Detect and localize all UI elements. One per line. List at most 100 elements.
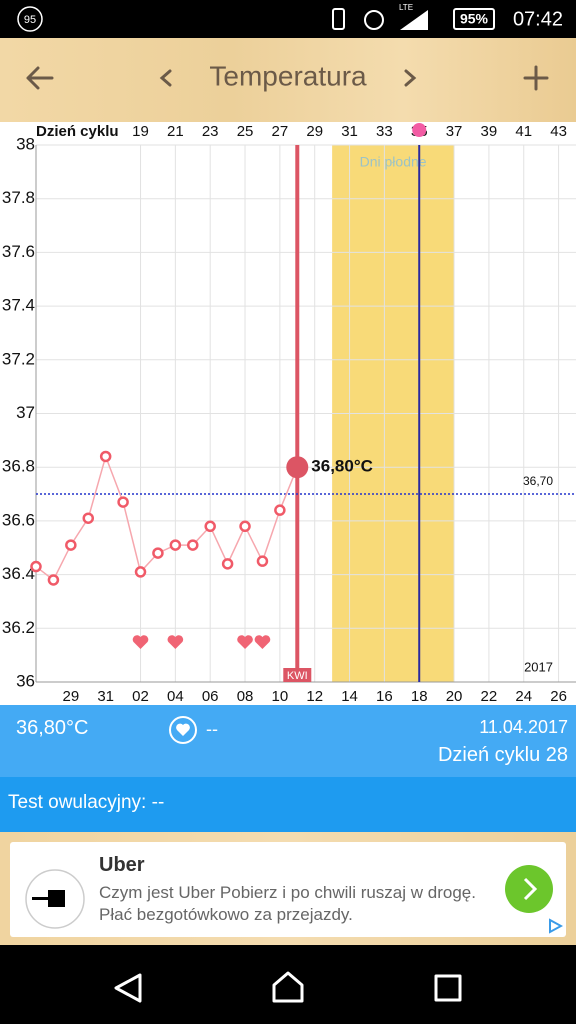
current-point bbox=[286, 456, 309, 479]
battery-icon bbox=[453, 8, 495, 30]
date-tick-label: 24 bbox=[515, 688, 532, 705]
clock: 07:42 bbox=[513, 8, 563, 30]
nav-icons bbox=[114, 971, 462, 1003]
data-point bbox=[256, 555, 269, 567]
data-point bbox=[152, 547, 164, 559]
x-tick-label: 25 bbox=[237, 123, 254, 140]
ad-area: Uber Czym jest Uber Pobierz i po chwili … bbox=[0, 832, 576, 945]
date-tick-label: 18 bbox=[411, 688, 428, 705]
date-tick-label: 10 bbox=[272, 688, 289, 705]
nav-home[interactable] bbox=[272, 971, 304, 1003]
x-tick-label: 21 bbox=[167, 123, 184, 140]
vibrate-icon bbox=[332, 8, 345, 30]
date-tick-label: 22 bbox=[481, 688, 498, 705]
notification-count: 95 bbox=[24, 14, 36, 26]
toolbar: Temperatura bbox=[0, 38, 576, 122]
heart bbox=[167, 635, 184, 649]
data-point bbox=[47, 574, 60, 586]
nav-back[interactable] bbox=[114, 973, 142, 1003]
network-type: LTE bbox=[399, 3, 413, 12]
nav-recent[interactable] bbox=[434, 974, 462, 1002]
y-tick-label: 37.6 bbox=[2, 242, 35, 261]
y-tick-label: 36.2 bbox=[2, 618, 35, 637]
y-tick-label: 37 bbox=[16, 403, 35, 422]
data-point bbox=[187, 539, 199, 551]
y-tick-label: 38 bbox=[16, 134, 35, 153]
ad-button[interactable] bbox=[504, 865, 556, 917]
y-tick-label: 36.8 bbox=[2, 457, 35, 476]
reference-label: 36,70 bbox=[523, 474, 553, 488]
data-point bbox=[169, 539, 182, 551]
data-point bbox=[221, 558, 234, 570]
x-tick-label: 33 bbox=[376, 123, 393, 140]
next-button[interactable] bbox=[404, 69, 417, 87]
month-badge bbox=[283, 668, 312, 682]
date-tick-label: 29 bbox=[62, 688, 79, 705]
x-tick-label: 27 bbox=[272, 123, 289, 140]
ad-choices[interactable] bbox=[547, 918, 563, 934]
x-tick-label: 19 bbox=[132, 123, 149, 140]
y-tick-label: 37.4 bbox=[2, 296, 35, 315]
nav-bar bbox=[0, 945, 576, 1024]
date-tick-label: 12 bbox=[306, 688, 323, 705]
fertile-label: Dni płodne bbox=[360, 154, 427, 170]
ad-logo bbox=[25, 869, 85, 929]
heart bbox=[237, 635, 253, 649]
status-bar: 95 LTE 95% 07:42 bbox=[0, 0, 576, 38]
date-tick-label: 26 bbox=[550, 688, 567, 705]
toolbar-icons: Temperatura bbox=[26, 60, 549, 91]
data-point bbox=[274, 504, 286, 516]
data-point bbox=[65, 539, 77, 551]
x-tick-label: 29 bbox=[306, 123, 323, 140]
prev-button[interactable] bbox=[159, 69, 172, 87]
x-tick-label: 41 bbox=[515, 123, 532, 140]
data-point bbox=[134, 566, 147, 578]
date-tick-label: 04 bbox=[167, 688, 184, 705]
x-axis-label: Dzień cyklu bbox=[36, 123, 119, 140]
data-point bbox=[82, 512, 95, 524]
x-tick-label: 39 bbox=[481, 123, 498, 140]
info-bar: 36,80°C -- 11.04.2017 Dzień cyklu 28 bbox=[0, 705, 576, 777]
ovulation-test: Test owulacyjny: -- bbox=[8, 792, 165, 813]
heart-button[interactable] bbox=[168, 715, 200, 747]
current-temperature: 36,80°C bbox=[16, 717, 89, 739]
signal-icon bbox=[400, 10, 428, 30]
temperature-line bbox=[35, 454, 298, 582]
cycle-day: Dzień cyklu 28 bbox=[437, 744, 568, 766]
y-tick-label: 36.4 bbox=[2, 564, 35, 583]
data-point bbox=[30, 560, 42, 573]
x-tick-label: 23 bbox=[202, 123, 219, 140]
y-tick-label: 37.2 bbox=[2, 349, 35, 368]
year-label: 2017 bbox=[524, 659, 553, 674]
data-point bbox=[239, 520, 251, 533]
notification-icon bbox=[17, 6, 43, 32]
alarm-icon bbox=[364, 10, 384, 30]
month-label: KWI bbox=[287, 670, 308, 682]
heart bbox=[132, 635, 149, 649]
x-tick-label: 37 bbox=[446, 123, 463, 140]
date-tick-label: 14 bbox=[341, 688, 358, 705]
back-button[interactable] bbox=[26, 66, 54, 90]
ovulation-test-bar[interactable]: Test owulacyjny: -- bbox=[0, 777, 576, 832]
point-label: 36,80°C bbox=[311, 457, 373, 476]
battery-level: 95% bbox=[460, 11, 489, 27]
data-point bbox=[204, 520, 216, 533]
status-icons: 95 LTE 95% 07:42 bbox=[17, 3, 563, 32]
ad-card[interactable]: Uber Czym jest Uber Pobierz i po chwili … bbox=[10, 842, 566, 937]
data-point bbox=[117, 496, 129, 508]
date-tick-label: 31 bbox=[97, 688, 114, 705]
heart-note: -- bbox=[206, 719, 218, 739]
data-point bbox=[99, 450, 112, 463]
y-tick-label: 36.6 bbox=[2, 510, 35, 529]
add-button[interactable] bbox=[523, 65, 549, 91]
date-tick-label: 06 bbox=[202, 688, 219, 705]
ad-title: Uber bbox=[99, 854, 145, 876]
heart bbox=[254, 635, 271, 649]
date-tick-label: 02 bbox=[132, 688, 149, 705]
ad-text: Czym jest Uber Pobierz i po chwili rusza… bbox=[99, 883, 476, 924]
date: 11.04.2017 bbox=[479, 717, 568, 737]
date-tick-label: 20 bbox=[446, 688, 463, 705]
ovulation-marker bbox=[412, 123, 427, 137]
toolbar-title: Temperatura bbox=[209, 60, 367, 91]
